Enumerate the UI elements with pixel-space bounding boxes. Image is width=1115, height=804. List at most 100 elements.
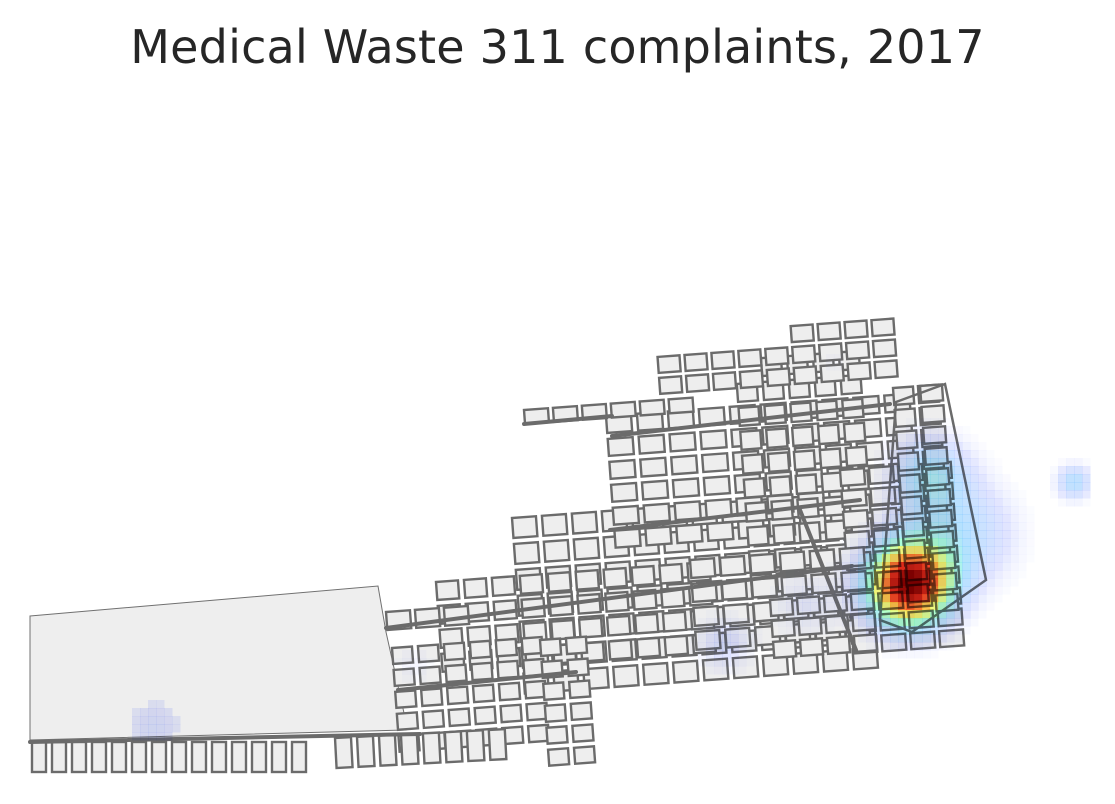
heat-cell: [898, 434, 907, 443]
city-block: [843, 319, 869, 340]
heat-cell: [954, 530, 963, 539]
heat-cell: [834, 570, 843, 579]
heat-cell: [794, 610, 803, 619]
heat-cell: [882, 586, 891, 595]
heat-cell: [906, 546, 915, 555]
heat-cell: [930, 594, 939, 603]
city-block: [494, 637, 519, 658]
heat-cell: [970, 618, 979, 627]
city-block: [609, 481, 639, 504]
city-block: [700, 451, 730, 474]
heat-cell: [1010, 538, 1019, 547]
heat-cell: [954, 562, 963, 571]
heat-cell: [858, 578, 867, 587]
heat-cell: [946, 450, 955, 459]
heat-cell: [874, 634, 883, 643]
heat-cell: [954, 482, 963, 491]
heat-cell: [1018, 562, 1027, 571]
heat-cell: [1082, 490, 1091, 499]
city-block: [844, 340, 871, 361]
city-block: [764, 427, 789, 450]
city-block: [442, 641, 467, 662]
heat-cell: [946, 586, 955, 595]
heat-cell: [906, 514, 915, 523]
city-block: [705, 520, 735, 543]
map-title: Medical Waste 311 complaints, 2017: [130, 20, 985, 74]
heat-cell: [930, 586, 939, 595]
heat-cell: [962, 570, 971, 579]
heat-cell: [1074, 482, 1083, 491]
heat-cell: [746, 618, 755, 627]
heat-cell: [930, 434, 939, 443]
heat-cell: [962, 474, 971, 483]
heat-cell: [986, 546, 995, 555]
city-block: [765, 367, 792, 388]
heat-cell: [978, 450, 987, 459]
heat-cell: [994, 594, 1003, 603]
heat-cell: [890, 610, 899, 619]
city-block: [842, 421, 867, 444]
heat-cell: [1026, 554, 1035, 563]
heat-cell: [140, 716, 149, 725]
city-block: [574, 568, 601, 591]
heat-cell: [930, 610, 939, 619]
heat-cell: [962, 482, 971, 491]
heat-cell: [978, 498, 987, 507]
heat-cell: [778, 626, 787, 635]
heat-cell: [890, 602, 899, 611]
heat-cell: [962, 618, 971, 627]
heat-cell: [1002, 530, 1011, 539]
heat-cell: [714, 650, 723, 659]
heat-cell: [754, 626, 763, 635]
city-block: [763, 403, 787, 426]
city-block: [150, 740, 168, 774]
city-block: [748, 552, 777, 575]
heat-cell: [954, 610, 963, 619]
heat-cell: [874, 578, 883, 587]
heat-cell: [1010, 562, 1019, 571]
heat-cell: [906, 578, 915, 587]
heat-cell: [874, 642, 883, 651]
heat-cell: [1002, 514, 1011, 523]
heat-cell: [778, 618, 787, 627]
city-block: [546, 570, 573, 594]
city-block: [572, 536, 601, 561]
heat-cell: [706, 642, 715, 651]
heat-cell: [914, 450, 923, 459]
heat-cell: [906, 642, 915, 651]
heat-cell: [954, 626, 963, 635]
heat-cell: [970, 442, 979, 451]
heat-cell: [898, 426, 907, 435]
city-block: [465, 728, 486, 763]
heat-cell: [1066, 490, 1075, 499]
heat-cell: [778, 602, 787, 611]
heat-cell: [132, 724, 141, 733]
heat-cell: [890, 530, 899, 539]
heat-cell: [810, 594, 819, 603]
city-block: [673, 500, 703, 522]
heat-cell: [842, 570, 851, 579]
heat-cell: [714, 642, 723, 651]
city-block: [658, 562, 684, 585]
heat-cell: [866, 578, 875, 587]
heat-cell: [898, 522, 907, 531]
city-block: [768, 475, 793, 498]
heat-cell: [826, 354, 835, 363]
heat-cell: [898, 530, 907, 539]
heat-cell: [970, 434, 979, 443]
heat-cell: [898, 490, 907, 499]
heat-cell: [882, 578, 891, 587]
heat-cell: [410, 674, 419, 683]
city-block: [473, 705, 498, 726]
heat-cell: [1066, 466, 1075, 475]
heat-cell: [882, 506, 891, 515]
city-block: [823, 519, 848, 542]
heat-cell: [930, 466, 939, 475]
city-block: [838, 466, 867, 488]
heat-cell: [1066, 474, 1075, 483]
heat-cell: [954, 450, 963, 459]
heat-cell: [994, 474, 1003, 483]
heat-cell: [882, 626, 891, 635]
heat-cell: [930, 546, 939, 555]
heat-cell: [954, 514, 963, 523]
